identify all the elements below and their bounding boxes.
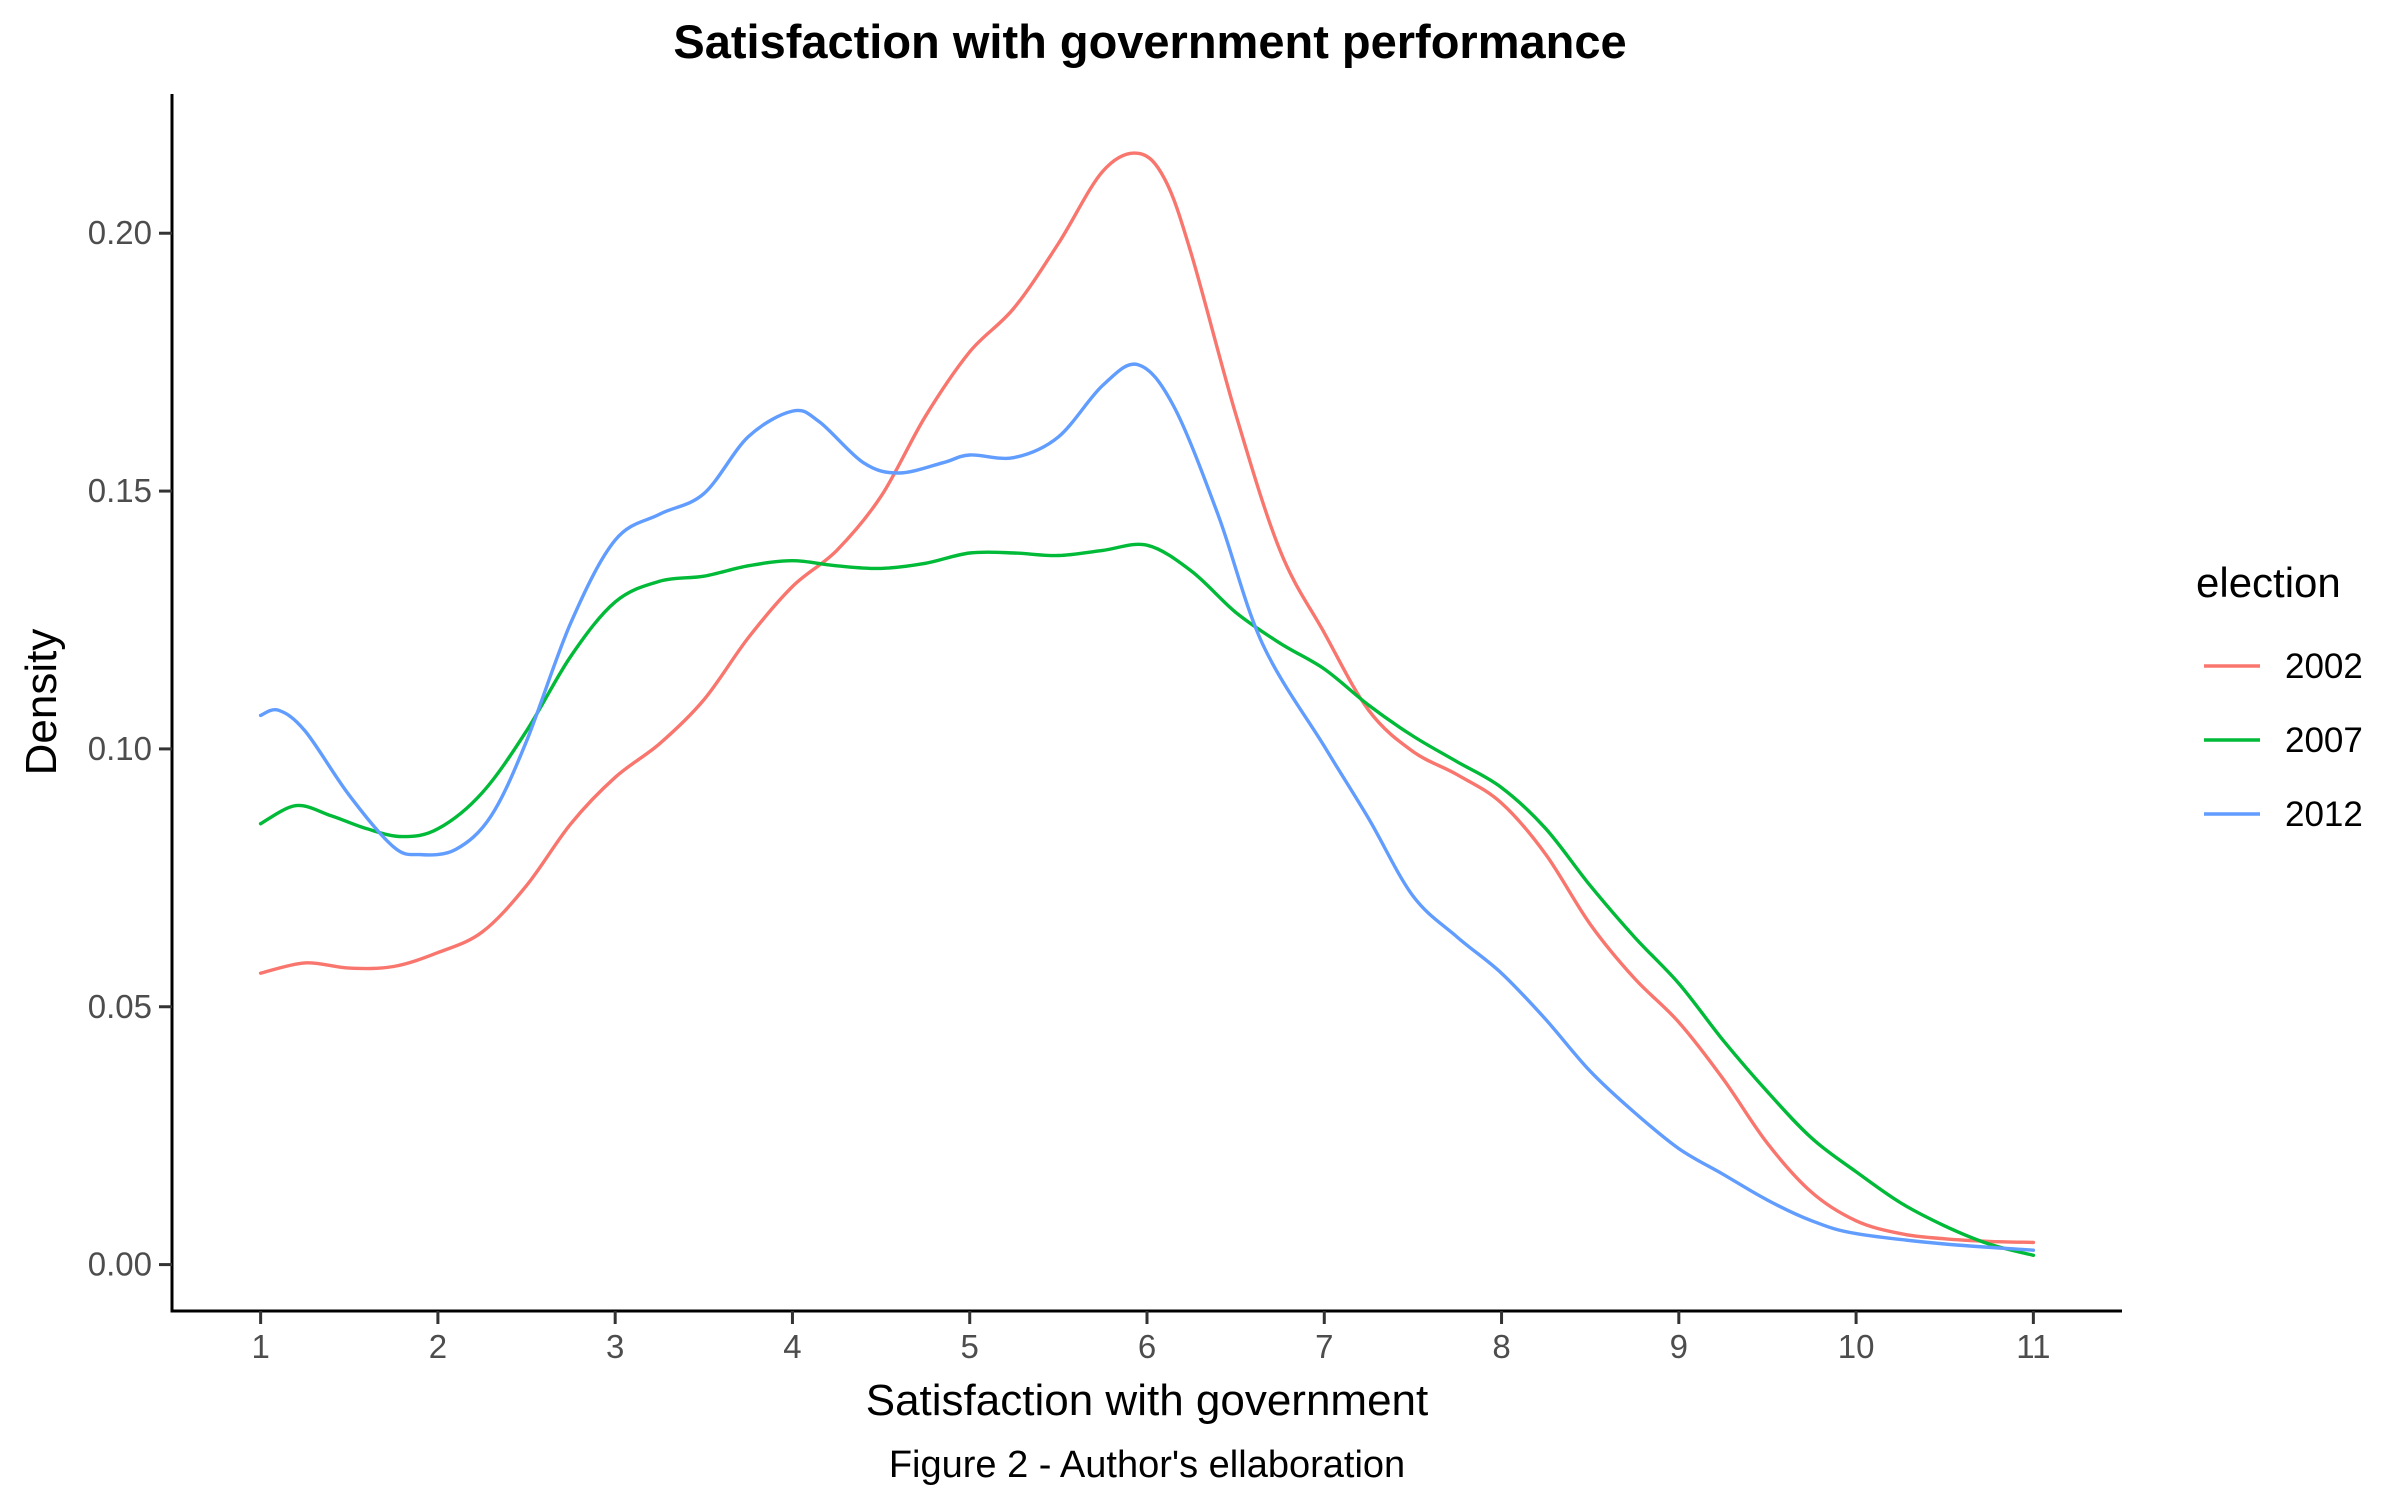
- y-tick-label: 0.00: [88, 1246, 152, 1283]
- legend-label-2012: 2012: [2285, 795, 2363, 834]
- series-line-2002: [258, 151, 2036, 1245]
- y-axis-title: Density: [17, 629, 66, 776]
- x-tick-label: 7: [1315, 1328, 1333, 1365]
- x-axis-title: Satisfaction with government: [866, 1376, 1429, 1425]
- legend-items: 2002 2007 2012: [2204, 647, 2363, 834]
- x-tick-label: 11: [2016, 1328, 2050, 1365]
- chart-title: Satisfaction with government performance: [673, 15, 1626, 68]
- y-tick-label: 0.10: [88, 730, 152, 767]
- x-tick-label: 9: [1670, 1328, 1688, 1365]
- legend-label-2007: 2007: [2285, 721, 2363, 760]
- legend: election 2002 2007 2012: [2196, 559, 2363, 834]
- y-axis-ticks: 0.00 0.05 0.10 0.15 0.20: [88, 214, 172, 1283]
- x-tick-label: 2: [429, 1328, 447, 1365]
- x-axis-ticks: 1 2 3 4 5 6 7 8 9 10 11: [251, 1311, 2050, 1365]
- legend-title: election: [2196, 559, 2341, 606]
- y-tick-label: 0.15: [88, 472, 152, 509]
- x-tick-label: 8: [1492, 1328, 1510, 1365]
- x-tick-label: 5: [961, 1328, 979, 1365]
- series-line-2012: [258, 362, 2036, 1252]
- figure-caption: Figure 2 - Author's ellaboration: [889, 1444, 1405, 1486]
- x-tick-label: 1: [251, 1328, 269, 1365]
- y-tick-label: 0.20: [88, 214, 152, 251]
- y-tick-label: 0.05: [88, 988, 152, 1025]
- x-tick-label: 4: [783, 1328, 801, 1365]
- x-tick-label: 10: [1838, 1328, 1875, 1365]
- series-line-2007: [258, 542, 2036, 1257]
- x-tick-label: 6: [1138, 1328, 1156, 1365]
- legend-label-2002: 2002: [2285, 647, 2363, 686]
- plot-lines: [258, 151, 2036, 1257]
- x-tick-label: 3: [606, 1328, 624, 1365]
